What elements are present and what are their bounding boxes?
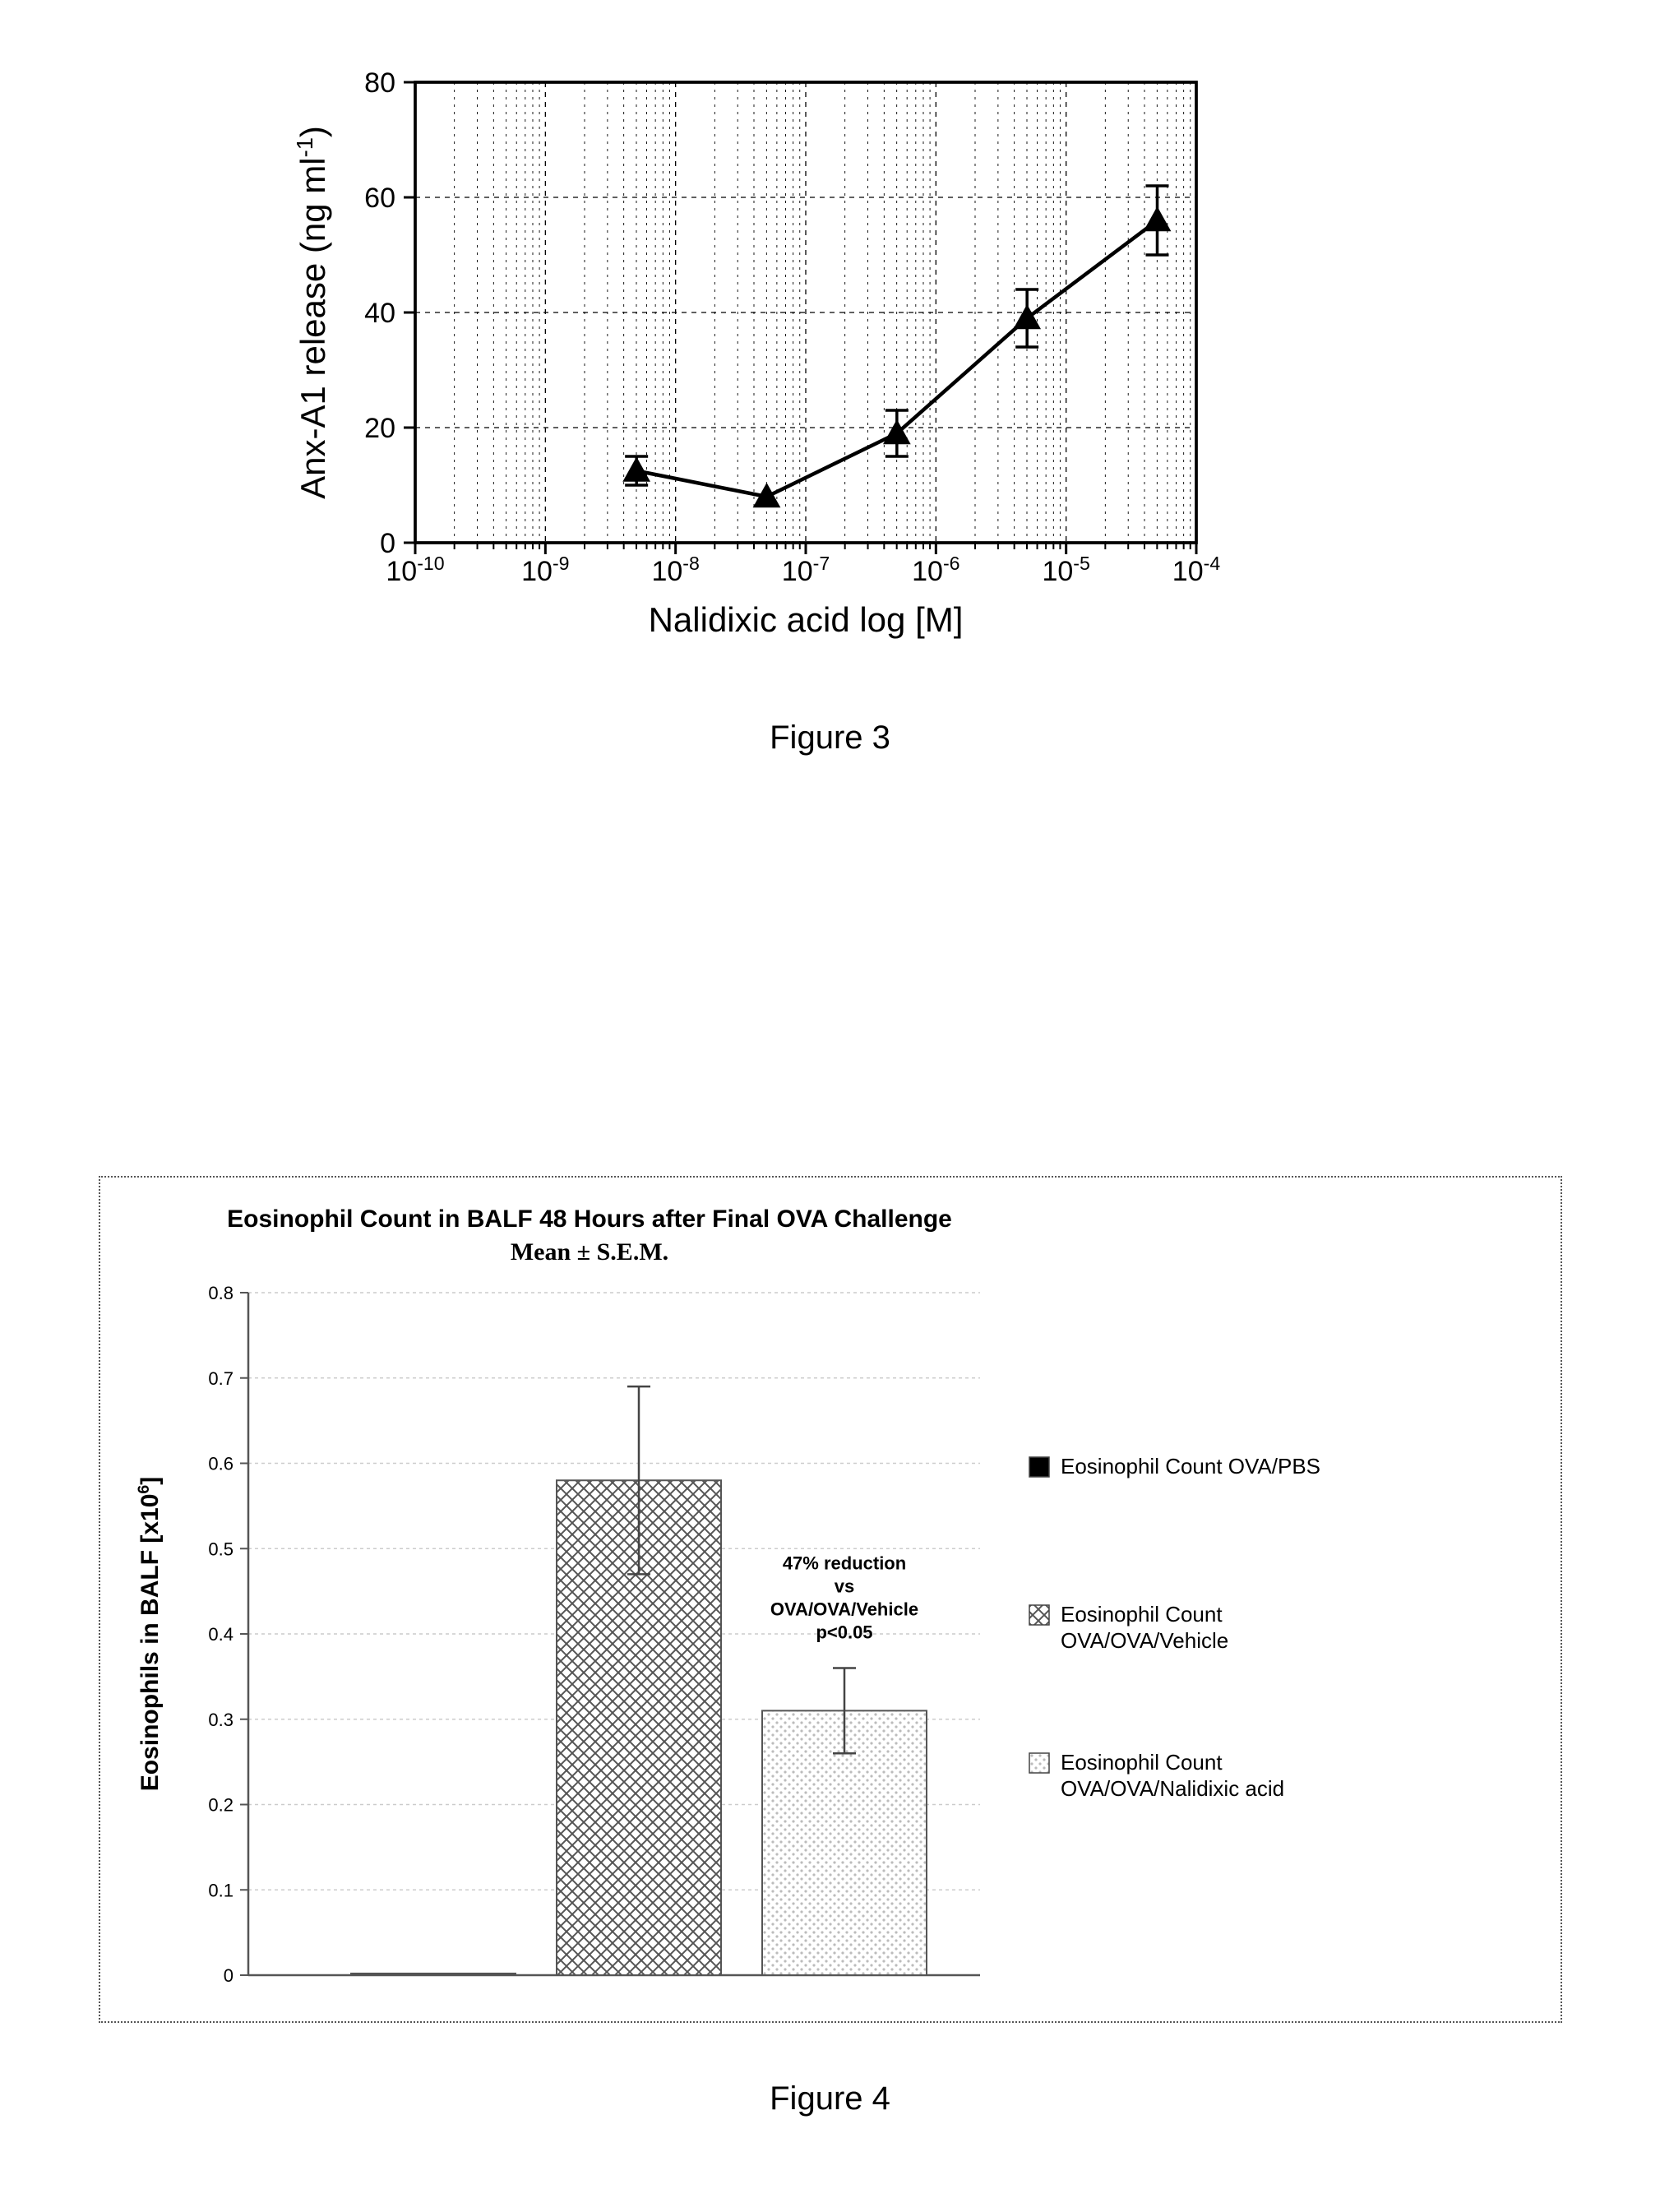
page: 0 20 40 60 80 10-10 10-9 10-8 10-7 10-6 10-5 10-4 An…	[0, 0, 1660, 2212]
svg-text:0: 0	[380, 528, 395, 559]
figure-3-svg: 0 20 40 60 80 10-10 10-9 10-8 10-7 10-6 10-5 10-4 An…	[275, 49, 1246, 641]
svg-text:Eosinophil Count: Eosinophil Count	[1061, 1602, 1223, 1627]
svg-text:47% reduction: 47% reduction	[783, 1553, 906, 1574]
figure-4-caption: Figure 4	[0, 2080, 1660, 2117]
svg-text:Eosinophil Count: Eosinophil Count	[1061, 1750, 1223, 1775]
svg-text:10-8: 10-8	[651, 553, 699, 587]
svg-text:OVA/OVA/Vehicle: OVA/OVA/Vehicle	[1061, 1628, 1228, 1653]
svg-text:vs: vs	[835, 1576, 854, 1597]
svg-text:20: 20	[364, 413, 395, 444]
svg-text:10-10: 10-10	[386, 553, 444, 587]
svg-text:0.1: 0.1	[208, 1880, 234, 1900]
svg-text:10-6: 10-6	[912, 553, 959, 587]
svg-text:0.2: 0.2	[208, 1795, 234, 1816]
figure-3-chart: 0 20 40 60 80 10-10 10-9 10-8 10-7 10-6 10-5 10-4 An…	[275, 49, 1246, 641]
svg-text:Mean ± S.E.M.: Mean ± S.E.M.	[511, 1238, 668, 1266]
svg-text:10-5: 10-5	[1042, 553, 1089, 587]
svg-text:Eosinophils in BALF [x106]: Eosinophils in BALF [x106]	[135, 1477, 164, 1792]
svg-text:0.8: 0.8	[208, 1283, 234, 1303]
svg-text:Nalidixic acid log [M]: Nalidixic acid log [M]	[649, 600, 964, 639]
svg-text:60: 60	[364, 183, 395, 214]
svg-text:0.5: 0.5	[208, 1539, 234, 1559]
svg-text:0.3: 0.3	[208, 1710, 234, 1730]
svg-text:10-9: 10-9	[521, 553, 569, 587]
svg-text:Eosinophil Count OVA/PBS: Eosinophil Count OVA/PBS	[1061, 1454, 1320, 1479]
svg-text:0.6: 0.6	[208, 1454, 234, 1474]
figure-3-caption: Figure 3	[0, 720, 1660, 757]
svg-text:40: 40	[364, 298, 395, 329]
svg-text:10-7: 10-7	[782, 553, 830, 587]
svg-text:OVA/OVA/Nalidixic acid: OVA/OVA/Nalidixic acid	[1061, 1776, 1284, 1801]
svg-text:Anx-A1 release (ng ml-1): Anx-A1 release (ng ml-1)	[292, 126, 333, 499]
svg-text:10-4: 10-4	[1172, 553, 1221, 587]
svg-text:0.4: 0.4	[208, 1624, 234, 1645]
figure-4-svg: Eosinophil Count in BALF 48 Hours after …	[100, 1178, 1561, 2021]
svg-text:0.7: 0.7	[208, 1368, 234, 1389]
figure-4-container: Eosinophil Count in BALF 48 Hours after …	[99, 1176, 1562, 2023]
svg-text:0: 0	[224, 1965, 234, 1986]
svg-text:p<0.05: p<0.05	[816, 1622, 872, 1643]
svg-text:80: 80	[364, 67, 395, 99]
svg-text:Eosinophil Count in BALF 48 Ho: Eosinophil Count in BALF 48 Hours after …	[227, 1205, 952, 1233]
svg-text:OVA/OVA/Vehicle: OVA/OVA/Vehicle	[770, 1599, 918, 1620]
